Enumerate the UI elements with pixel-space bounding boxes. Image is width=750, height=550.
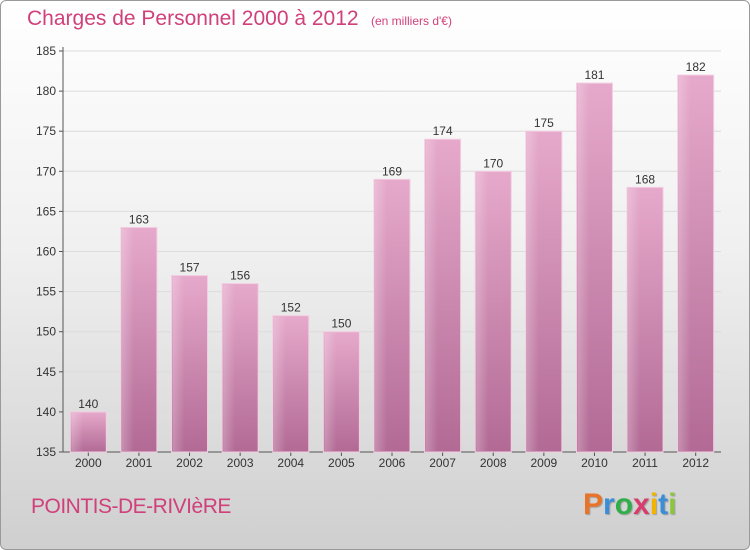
labels: 140 163 157 156 152 150 169 174 170 175 181 168 182 xyxy=(78,60,706,411)
x-tick-label: 2007 xyxy=(429,456,456,470)
place-name: POINTIS-DE-RIVIèRE xyxy=(31,495,231,518)
x-tick-label: 2006 xyxy=(379,456,406,470)
bar-highlight xyxy=(172,276,185,451)
data-label: 181 xyxy=(584,68,604,82)
bar-highlight xyxy=(324,332,337,451)
bar-highlight xyxy=(425,140,438,451)
y-tick-label: 150 xyxy=(36,325,56,339)
y-tick-label: 170 xyxy=(36,164,56,178)
y-tick-label: 140 xyxy=(36,405,56,419)
bar-highlight xyxy=(526,132,539,451)
data-label: 157 xyxy=(180,261,200,275)
data-label: 174 xyxy=(433,124,453,138)
x-tick-label: 2003 xyxy=(227,456,254,470)
x-tick-label: 2010 xyxy=(581,456,608,470)
chart-unit-note: (en milliers d'€) xyxy=(371,14,452,28)
x-tick-label: 2009 xyxy=(530,456,557,470)
data-label: 169 xyxy=(382,164,402,178)
data-label: 170 xyxy=(483,156,503,170)
logo-letter: P xyxy=(583,488,604,521)
logo-letter: i xyxy=(668,488,677,521)
y-tick-label: 185 xyxy=(36,44,56,58)
bar-highlight xyxy=(121,228,134,451)
y-tick-label: 160 xyxy=(36,245,56,259)
logo-letter: r xyxy=(603,488,615,521)
data-label: 156 xyxy=(230,269,250,283)
data-label: 150 xyxy=(331,317,351,331)
bar-highlight xyxy=(223,284,236,451)
x-tick-label: 2005 xyxy=(328,456,355,470)
y-tick-label: 135 xyxy=(36,445,56,459)
bar-highlight xyxy=(476,172,489,452)
x-tick-label: 2000 xyxy=(75,456,102,470)
data-label: 168 xyxy=(635,172,655,186)
bar-highlight xyxy=(273,316,286,451)
y-tick-label: 155 xyxy=(36,285,56,299)
data-label: 182 xyxy=(686,60,706,74)
chart-title: Charges de Personnel 2000 à 2012 xyxy=(27,7,359,30)
data-label: 140 xyxy=(78,397,98,411)
bar-highlight xyxy=(678,76,691,451)
bar-highlight xyxy=(628,188,641,451)
bar-highlight xyxy=(577,84,590,451)
x-tick-label: 2004 xyxy=(277,456,304,470)
x-tick-label: 2002 xyxy=(176,456,203,470)
bars xyxy=(69,74,715,453)
y-tick-label: 145 xyxy=(36,365,56,379)
proxiti-logo: Proxiti xyxy=(583,488,676,522)
logo-letter: x xyxy=(633,488,650,521)
x-tick-label: 2001 xyxy=(126,456,153,470)
bar-highlight xyxy=(375,180,387,451)
data-label: 152 xyxy=(281,301,301,315)
bar-highlight xyxy=(71,412,84,451)
logo-letter: i xyxy=(649,488,659,521)
data-label: 175 xyxy=(534,116,554,130)
x-tick-label: 2011 xyxy=(632,456,658,470)
logo-letter: t xyxy=(658,488,669,521)
logo-letter: o xyxy=(614,488,634,521)
x-tick-label: 2008 xyxy=(480,456,507,470)
data-label: 163 xyxy=(129,212,149,226)
y-tick-label: 175 xyxy=(36,124,56,138)
y-tick-label: 165 xyxy=(36,204,56,218)
y-tick-label: 180 xyxy=(36,84,56,98)
x-tick-label: 2012 xyxy=(682,456,709,470)
